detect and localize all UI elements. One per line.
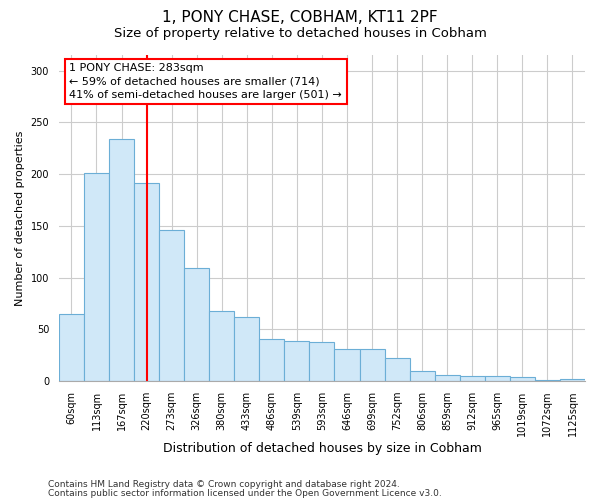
- Text: 1, PONY CHASE, COBHAM, KT11 2PF: 1, PONY CHASE, COBHAM, KT11 2PF: [162, 10, 438, 25]
- Bar: [59, 314, 84, 381]
- Bar: [560, 379, 585, 381]
- Bar: [259, 339, 284, 381]
- Bar: [485, 376, 510, 381]
- Bar: [134, 184, 159, 381]
- Bar: [510, 377, 535, 381]
- Bar: [460, 376, 485, 381]
- Y-axis label: Number of detached properties: Number of detached properties: [15, 130, 25, 306]
- Bar: [109, 139, 134, 381]
- Bar: [434, 375, 460, 381]
- Text: 1 PONY CHASE: 283sqm
← 59% of detached houses are smaller (714)
41% of semi-deta: 1 PONY CHASE: 283sqm ← 59% of detached h…: [70, 63, 342, 100]
- Text: Contains public sector information licensed under the Open Government Licence v3: Contains public sector information licen…: [48, 488, 442, 498]
- Bar: [334, 349, 359, 381]
- Bar: [209, 311, 234, 381]
- Bar: [284, 341, 310, 381]
- Bar: [535, 380, 560, 381]
- Bar: [410, 371, 434, 381]
- Bar: [234, 317, 259, 381]
- Text: Size of property relative to detached houses in Cobham: Size of property relative to detached ho…: [113, 28, 487, 40]
- Bar: [84, 173, 109, 381]
- Bar: [184, 268, 209, 381]
- Text: Contains HM Land Registry data © Crown copyright and database right 2024.: Contains HM Land Registry data © Crown c…: [48, 480, 400, 489]
- Bar: [385, 358, 410, 381]
- Bar: [310, 342, 334, 381]
- X-axis label: Distribution of detached houses by size in Cobham: Distribution of detached houses by size …: [163, 442, 481, 455]
- Bar: [359, 349, 385, 381]
- Bar: [159, 230, 184, 381]
